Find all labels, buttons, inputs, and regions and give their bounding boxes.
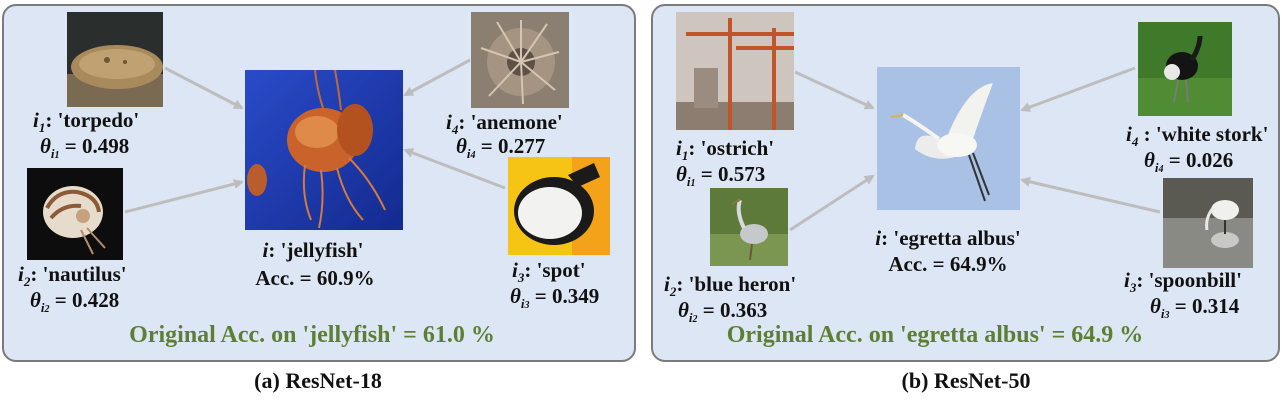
footer-a: Original Acc. on 'jellyfish' = 61.0 % [129,322,495,348]
label-b-center: i: 'egretta albus' [875,226,1021,250]
caption-a: (a) ResNet-18 [254,368,382,393]
theta-b-i4: θi4 = 0.026 [1144,148,1234,175]
footer-b: Original Acc. on 'egretta albus' = 64.9 … [726,322,1144,348]
spoonbill-image [1163,178,1253,268]
theta-a-i4: θi4 = 0.277 [456,134,546,161]
blue-heron-image [710,188,788,266]
egretta-image [877,67,1020,210]
theta-a-i1: θi1 = 0.498 [40,134,130,161]
label-a-i1: i1: 'torpedo' [33,108,140,135]
caption-b: (b) ResNet-50 [901,368,1031,393]
nautilus-image [27,168,123,260]
label-a-i2: i2: 'nautilus' [18,262,127,289]
acc-a-center: Acc. = 60.9% [255,266,375,290]
theta-b-i2: θi2 = 0.363 [678,298,768,325]
label-a-center: i: 'jellyfish' [262,238,364,262]
theta-b-i1: θi1 = 0.573 [676,162,766,189]
label-b-i2: i2: 'blue heron' [664,272,797,299]
theta-a-i3: θi3 = 0.349 [510,284,600,311]
label-b-i4: i4 : 'white stork' [1126,122,1269,149]
label-b-i1: i1: 'ostrich' [676,136,775,163]
label-a-i4: i4: 'anemone' [446,110,563,137]
torpedo-image [67,12,163,107]
ostrich-image [676,12,794,130]
white-stork-image [1138,22,1232,116]
label-a-i3: i3: 'spot' [512,258,586,285]
theta-b-i3: θi3 = 0.314 [1150,294,1240,321]
theta-a-i2: θi2 = 0.428 [30,288,120,315]
acc-b-center: Acc. = 64.9% [888,252,1008,276]
jellyfish-image [245,70,403,230]
label-b-i3: i3: 'spoonbill' [1124,268,1242,295]
spot-image [508,157,610,255]
anemone-image [471,12,569,108]
